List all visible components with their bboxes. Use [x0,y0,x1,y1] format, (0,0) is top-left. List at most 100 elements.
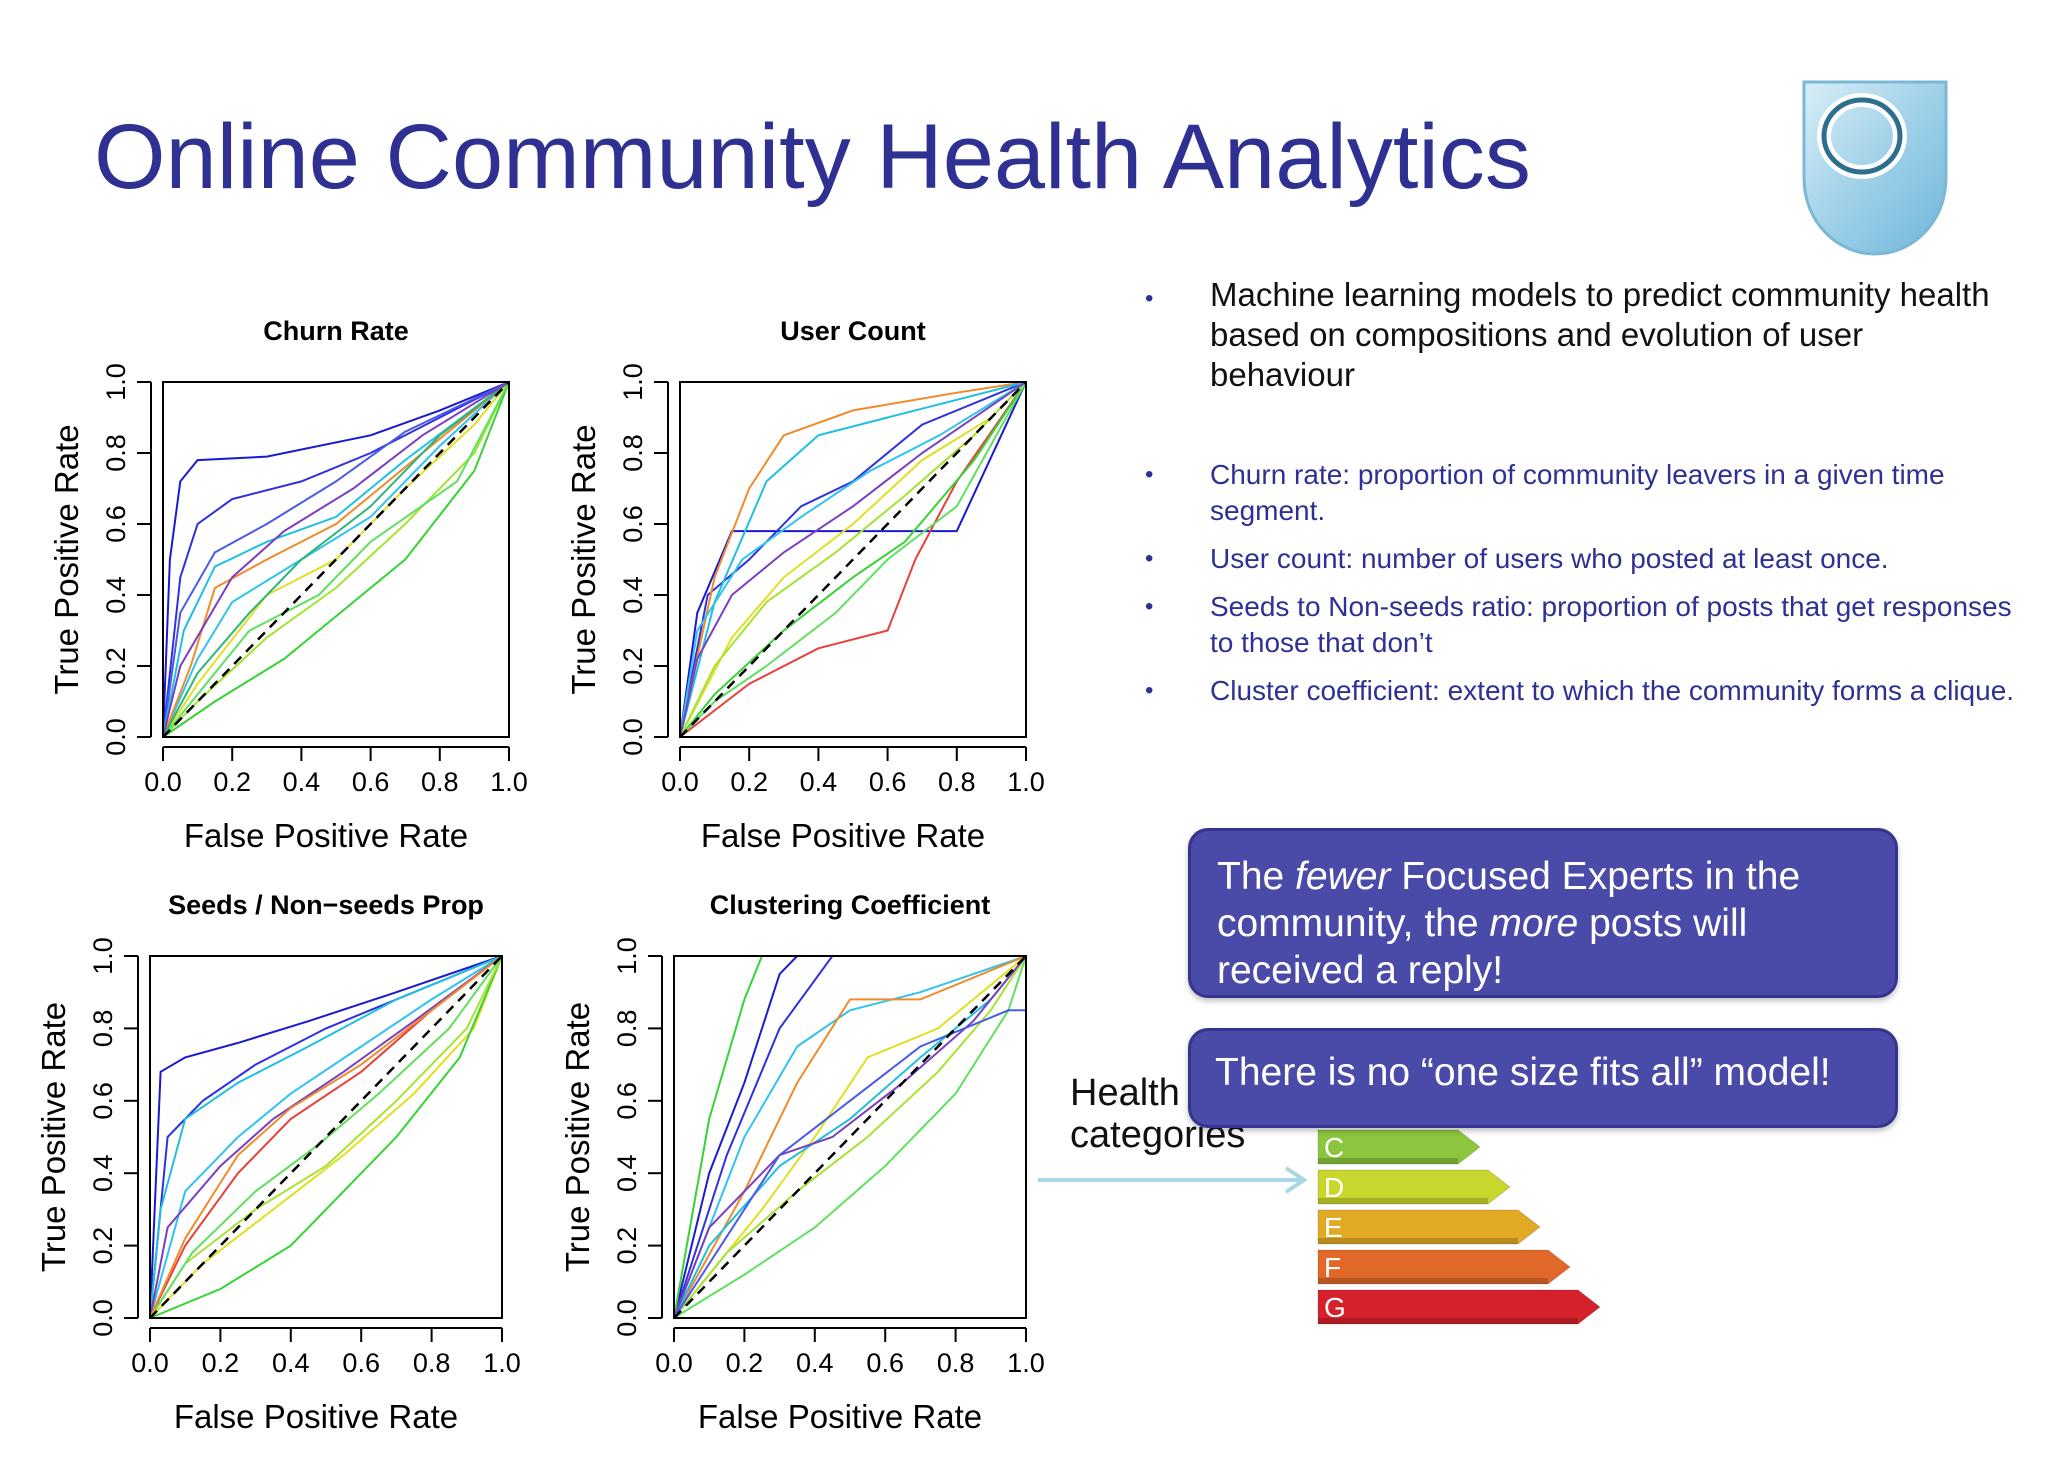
x-tick-label: 0.4 [796,1348,834,1378]
roc-curve [162,381,510,738]
energy-bar-c: C [1317,1129,1481,1165]
roc-curve [673,955,1027,1319]
sub-bullet-seeds: • Seeds to Non-seeds ratio: proportion o… [1135,589,2015,661]
energy-bar-g: G [1317,1289,1600,1325]
energy-bar-label: C [1324,1132,1344,1163]
callout-text: posts will received a reply! [1217,902,1748,992]
roc-curve [162,381,510,738]
x-axis-label: False Positive Rate [701,817,985,854]
roc-curve [679,381,1027,738]
roc-curve [679,381,1027,738]
roc-charts: Churn Rate 0.0 0.2 0.4 0.6 0.8 1.0 0.0 0.2 0.4 0.6… [35,316,1045,1435]
x-tick-label: 0.6 [342,1348,380,1378]
health-categories-label: Health categories [1070,1072,1245,1156]
x-tick-label: 0.6 [352,767,390,797]
chart-title: User Count [780,316,926,346]
x-tick-label: 0.2 [726,1348,764,1378]
university-shield-logo [1802,80,1948,256]
x-tick-label: 0.6 [866,1348,904,1378]
roc-curve [149,955,503,1319]
x-tick-label: 0.8 [421,767,459,797]
main-bullet-text: Machine learning models to predict commu… [1210,276,1990,393]
y-axis-label: True Positive Rate [565,424,602,694]
health-label-line1: Health [1070,1072,1180,1114]
roc-curve [673,955,1027,1319]
y-axis-label: True Positive Rate [35,1002,72,1272]
energy-bar-shadow [1318,1198,1488,1204]
sub-bullet-user-count: • User count: number of users who posted… [1135,541,2015,577]
x-tick-label: 0.2 [730,767,768,797]
x-tick-label: 0.0 [144,767,182,797]
energy-bar-shadow [1318,1238,1518,1244]
bullet-icon: • [1145,461,1154,488]
roc-curve [162,381,510,738]
x-tick-label: 0.0 [655,1348,693,1378]
x-tick-label: 1.0 [490,767,528,797]
x-tick-label: 0.2 [202,1348,240,1378]
y-tick-label: 0.2 [612,1227,642,1265]
arrow-right-icon [1038,1166,1308,1194]
roc-curve [149,955,503,1319]
plot-frame [673,955,1027,1319]
y-tick-label: 0.2 [88,1227,118,1265]
y-tick-label: 0.0 [101,718,131,756]
roc-curve [162,381,510,738]
x-tick-label: 0.8 [413,1348,451,1378]
chance-diagonal [162,381,510,738]
y-tick-label: 0.6 [101,505,131,543]
callout-emphasis: fewer [1295,855,1391,898]
x-tick-label: 1.0 [1007,767,1045,797]
y-tick-label: 0.6 [88,1082,118,1120]
energy-bar-shape [1317,1289,1600,1325]
x-tick-label: 0.0 [131,1348,169,1378]
roc-curve [149,955,503,1319]
energy-bar-shape [1317,1169,1511,1205]
energy-bar-label: G [1324,1292,1346,1323]
plot-frame [162,381,510,738]
y-tick-label: 1.0 [612,937,642,975]
roc-curve [162,381,510,738]
y-tick-label: 0.6 [618,505,648,543]
callout-text: Focused Experts in the community, the [1217,855,1801,945]
callout-text: The [1217,855,1296,898]
x-tick-label: 0.4 [283,767,321,797]
sub-bullet-cluster: • Cluster coefficient: extent to which t… [1135,673,2015,709]
y-axis-label: True Positive Rate [559,1002,596,1272]
x-tick-label: 1.0 [1007,1348,1045,1378]
chart-title: Seeds / Non−seeds Prop [168,890,484,920]
energy-bar-label: E [1324,1212,1343,1243]
x-tick-label: 0.8 [937,1348,975,1378]
chart-title: Churn Rate [263,316,409,346]
energy-bar-shape [1317,1209,1541,1245]
x-tick-label: 0.4 [800,767,838,797]
roc-curve [162,381,510,738]
y-tick-label: 0.8 [88,1010,118,1048]
energy-bar-shadow [1318,1158,1458,1164]
plot-frame [149,955,503,1319]
y-tick-label: 0.0 [618,718,648,756]
y-tick-label: 0.0 [88,1299,118,1337]
sub-bullet-text: User count: number of users who posted a… [1210,543,1889,574]
x-tick-label: 0.2 [213,767,251,797]
x-axis-label: False Positive Rate [174,1398,458,1435]
y-tick-label: 0.6 [612,1082,642,1120]
focused-experts-callout: The fewer Focused Experts in the communi… [1188,828,1898,998]
y-tick-label: 0.4 [612,1154,642,1192]
energy-bar-shape [1317,1129,1481,1165]
y-tick-label: 1.0 [618,363,648,401]
y-tick-label: 0.2 [101,647,131,685]
x-tick-label: 1.0 [483,1348,521,1378]
sub-bullet-churn: • Churn rate: proportion of community le… [1135,457,2015,529]
roc-curve [673,955,1027,1319]
roc-curve [673,955,1027,1319]
no-one-size-callout: There is no “one size fits all” model! [1188,1028,1898,1128]
y-tick-label: 0.8 [612,1010,642,1048]
y-axis-label: True Positive Rate [48,424,85,694]
bullet-icon: • [1145,593,1154,620]
roc-curve [162,381,510,738]
roc-curve [673,955,1027,1319]
chance-diagonal [679,381,1027,738]
y-tick-label: 0.0 [612,1299,642,1337]
y-tick-label: 0.8 [618,434,648,472]
bullet-list: • Machine learning models to predict com… [1135,275,2015,721]
